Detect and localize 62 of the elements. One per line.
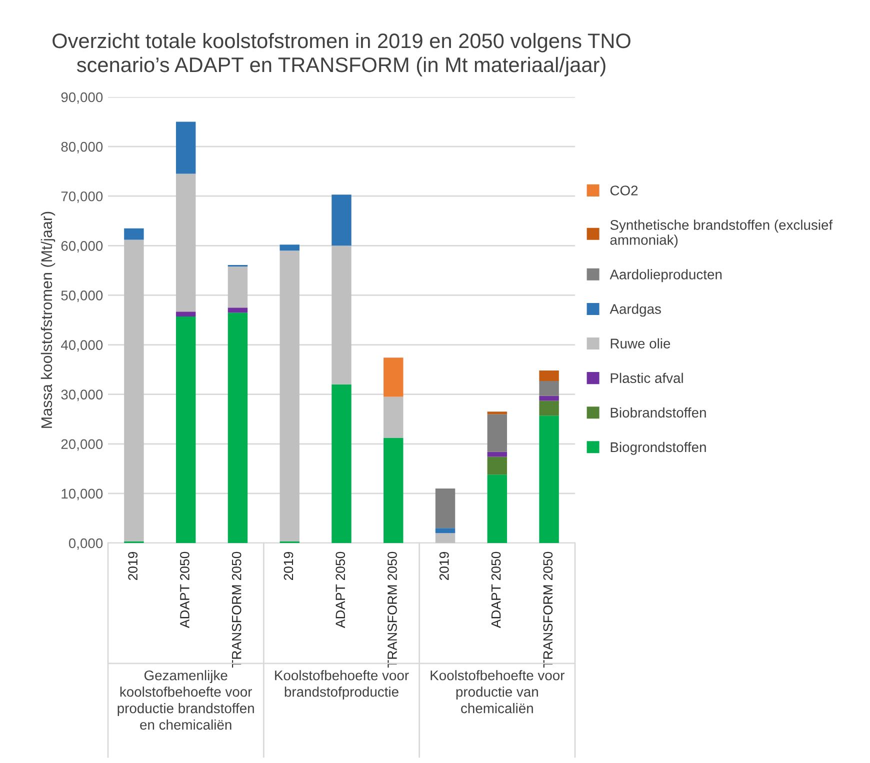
bar [176, 174, 196, 312]
bar [176, 312, 196, 317]
bar [332, 194, 352, 246]
bar [280, 250, 300, 542]
text: Koolstofbehoefte voor brandstofproductie [275, 670, 409, 700]
bar [332, 246, 352, 384]
bar [384, 358, 404, 397]
x-tick-label: TRANSFORM 2050 [388, 552, 397, 668]
y-tick-label: 0,000 [68, 538, 103, 550]
y-tick-label: 90,000 [61, 92, 103, 104]
bar [487, 474, 508, 543]
legend-label: Biogrondstoffen [610, 442, 706, 455]
y-tick-label: 70,000 [61, 191, 103, 203]
legend-label: Ruwe olie [610, 338, 670, 348]
bar [539, 370, 559, 381]
y-tick-label: 60,000 [61, 241, 103, 252]
bar [384, 438, 404, 543]
x-tick-label: 2019 [128, 552, 138, 580]
legend-label: Aardolieproducten [610, 269, 722, 282]
legend-label: Plastic afval [610, 372, 683, 384]
bar [435, 488, 456, 528]
y-tick-label: 40,000 [60, 340, 103, 352]
text: Koolstofbehoefte voor productie van chemicaliën [430, 670, 565, 714]
bar [124, 240, 144, 542]
bar [487, 412, 508, 414]
y-tick-label: 10,000 [62, 488, 103, 500]
bar [539, 400, 559, 416]
chart-title: Overzicht totale koolstofstromen in 2019 en 2050 volgens TNO scenario’s ADAPT en TRANSFORM (in Mt materiaal/jaar) [52, 32, 630, 76]
y-tick-label: 80,000 [61, 142, 103, 154]
x-tick-label: ADAPT 2050 [180, 552, 190, 628]
bar [539, 416, 559, 543]
bar [280, 244, 300, 251]
bar [176, 316, 196, 543]
y-axis-title: Massa koolstofstromen (Mt/jaar) [40, 212, 56, 428]
y-tick-label: 30,000 [61, 390, 103, 402]
x-tick-label: 2019 [439, 552, 449, 580]
bar [487, 414, 508, 452]
bar [384, 396, 404, 438]
text: Gezamenlijke koolstofbehoefte voor productie brandstoffen en chemicaliën [118, 670, 254, 730]
x-tick-label: TRANSFORM 2050 [232, 552, 242, 668]
bar [332, 384, 352, 543]
legend-label: Synthetische brandstoffen (exclusief ammoniak) [610, 220, 833, 248]
bar [176, 122, 196, 174]
y-tick-label: 20,000 [61, 439, 103, 451]
bar [228, 312, 248, 543]
x-tick-label: 2019 [284, 552, 294, 580]
bar [124, 228, 144, 240]
bar [487, 456, 508, 475]
bar [539, 396, 559, 401]
legend-label: Biobrandstoffen [610, 407, 706, 418]
bar [228, 266, 248, 308]
bar [228, 308, 248, 313]
bar [539, 380, 559, 396]
legend-label: CO2 [610, 186, 638, 196]
legend-label: Aardgas [610, 304, 661, 317]
x-tick-label: ADAPT 2050 [336, 552, 346, 628]
y-tick-label: 50,000 [61, 290, 103, 302]
x-tick-label: TRANSFORM 2050 [543, 552, 553, 668]
x-tick-label: ADAPT 2050 [491, 552, 501, 628]
bar [487, 452, 508, 457]
bar [435, 533, 456, 543]
bar [435, 528, 456, 534]
